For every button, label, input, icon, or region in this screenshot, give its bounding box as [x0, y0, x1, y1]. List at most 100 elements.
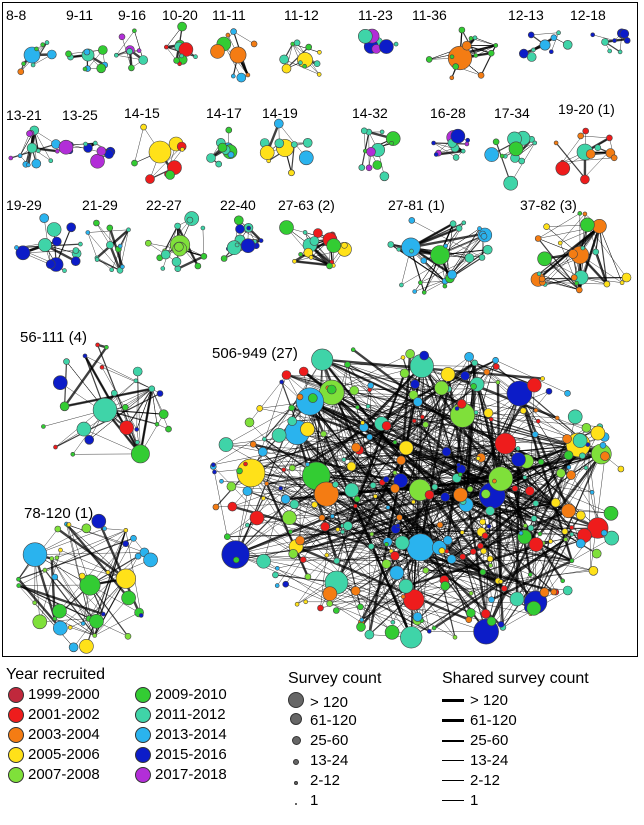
network-node — [311, 348, 334, 371]
network-node — [227, 151, 235, 158]
network-node — [105, 569, 111, 575]
network-node — [288, 548, 299, 559]
network-edge — [424, 280, 446, 293]
network-node — [298, 150, 314, 166]
network-node — [148, 385, 156, 393]
network-node — [14, 245, 19, 250]
network-node — [296, 393, 304, 401]
network-component: 14-32 — [352, 105, 401, 182]
network-edge — [336, 582, 393, 633]
network-node — [21, 61, 26, 67]
network-node — [158, 409, 169, 420]
network-node — [78, 572, 86, 580]
network-node — [384, 541, 389, 547]
network-node — [619, 280, 625, 286]
network-node — [236, 467, 243, 475]
network-node — [483, 368, 491, 376]
network-edge — [584, 152, 609, 178]
network-node — [174, 242, 184, 252]
network-edge — [290, 144, 295, 173]
network-node — [52, 620, 68, 636]
network-edge — [116, 30, 135, 56]
network-node — [26, 142, 38, 154]
network-node — [356, 622, 366, 632]
network-edge — [529, 385, 535, 492]
network-edge — [490, 559, 573, 601]
network-component: 56-111 (4) — [20, 329, 172, 464]
network-node — [257, 446, 268, 457]
network-edge — [321, 359, 345, 460]
network-edge — [307, 488, 396, 577]
network-node — [367, 382, 375, 389]
network-node — [564, 389, 571, 397]
network-node — [364, 629, 375, 640]
network-node — [562, 585, 573, 596]
network-node — [272, 571, 279, 579]
network-node — [420, 414, 425, 420]
network-node — [441, 446, 452, 457]
network-edge — [433, 142, 457, 158]
network-node — [450, 128, 466, 144]
network-node — [249, 440, 257, 448]
network-edge — [164, 225, 179, 252]
network-node — [492, 478, 497, 484]
legend-year-item: 2013-2014 — [135, 726, 227, 743]
network-node — [582, 127, 590, 135]
network-node — [82, 353, 88, 359]
network-node — [35, 148, 41, 154]
network-node — [148, 140, 172, 164]
network-node — [17, 153, 23, 158]
network-node — [572, 433, 588, 448]
component-label: 9-16 — [118, 7, 146, 23]
legend-survey-item: 1 — [288, 792, 318, 809]
network-node — [83, 141, 88, 147]
network-node — [340, 529, 345, 535]
network-node — [379, 129, 385, 135]
network-edge — [336, 582, 545, 593]
component-label: 21-29 — [82, 197, 118, 213]
network-node — [274, 138, 285, 149]
network-component: 9-16 — [114, 7, 148, 72]
network-node — [569, 558, 575, 564]
network-node — [447, 269, 457, 280]
network-node — [62, 268, 67, 273]
legend-survey-size-marker — [291, 736, 301, 745]
network-node — [34, 46, 39, 52]
network-edge — [97, 344, 141, 455]
network-diagram: 8-8 9-11 9-16 10-20 11-11 11-12 11-23 11-36 12-1… — [6, 7, 632, 654]
network-edge — [87, 229, 129, 233]
network-node — [59, 401, 70, 412]
network-edge — [413, 420, 494, 497]
network-node — [570, 274, 578, 281]
network-node — [583, 465, 589, 471]
network-node — [53, 444, 58, 450]
network-node — [472, 35, 478, 41]
network-node — [518, 48, 529, 59]
network-node — [210, 44, 225, 59]
network-edge — [531, 32, 559, 36]
network-node — [580, 217, 595, 233]
network-node — [93, 140, 98, 146]
network-edge — [137, 371, 141, 454]
network-node — [256, 553, 271, 569]
network-component: 16-28 — [430, 105, 471, 161]
network-node — [58, 547, 63, 553]
network-component: 22-40 — [220, 197, 264, 262]
network-node — [601, 38, 609, 46]
network-node — [30, 62, 36, 68]
network-node — [533, 407, 539, 413]
legend-survey-label: 13-24 — [310, 752, 349, 769]
legend-year-label: 2017-2018 — [155, 766, 227, 783]
network-node — [186, 216, 194, 224]
network-node — [307, 393, 318, 403]
legend-survey-label: 2-12 — [310, 772, 341, 789]
network-edge — [94, 612, 140, 636]
network-node — [78, 241, 83, 247]
network-node — [442, 535, 453, 546]
network-node — [32, 614, 48, 630]
network-node — [393, 473, 409, 488]
network-node — [350, 347, 356, 353]
network-node — [288, 464, 296, 472]
network-node — [218, 437, 234, 452]
network-node — [126, 227, 131, 233]
